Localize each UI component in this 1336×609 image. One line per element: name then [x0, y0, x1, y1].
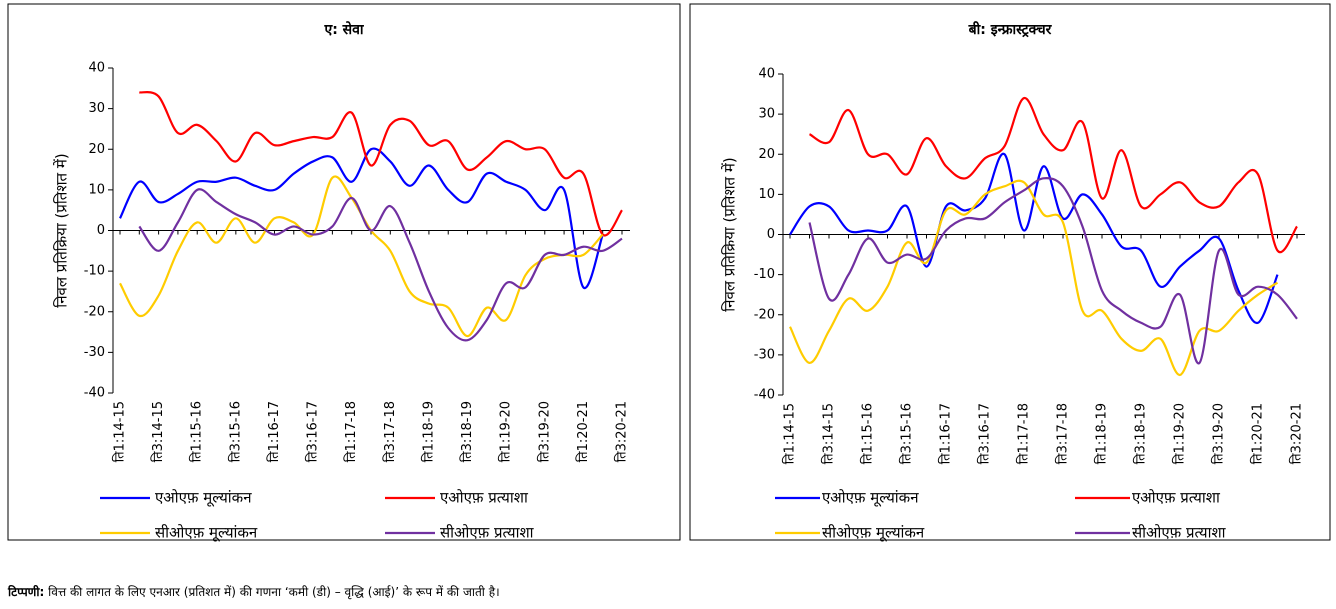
x-tick-label: ति1:15-16 [189, 401, 205, 462]
x-tick-label: ति3:20-21 [1289, 403, 1305, 464]
legend-label: सीओएफ़ मूल्यांकन [822, 524, 925, 543]
y-tick-label: 40 [758, 67, 775, 82]
x-tick-label: ति1:17-18 [1016, 403, 1032, 464]
note: टिप्पणी: वित्त की लागत के लिए एनआर (प्रत… [7, 585, 500, 600]
y-tick-label: 40 [88, 61, 105, 76]
legend-label: सीओएफ़ प्रत्याशा [1132, 524, 1227, 542]
x-tick-label: ति3:16-17 [305, 401, 321, 462]
y-tick-label: 30 [88, 101, 105, 116]
x-tick-label: ति1:14-15 [782, 403, 798, 464]
y-tick-label: 20 [88, 142, 105, 157]
y-tick-label: 0 [97, 223, 105, 238]
x-tick-label: ति3:14-15 [821, 403, 837, 464]
panel-frame [7, 3, 681, 541]
panel-frame [689, 3, 1331, 541]
x-tick-label: ति3:18-19 [1133, 403, 1149, 464]
legend-label: सीओएफ़ प्रत्याशा [440, 524, 535, 542]
y-axis-label: निवल प्रतिक्रिया (प्रतिशत में) [53, 153, 71, 307]
series-line [789, 179, 1279, 377]
x-tick-label: ति1:18-19 [1094, 403, 1110, 464]
x-tick-label: ति3:15-16 [227, 401, 243, 462]
x-tick-label: ति3:19-20 [1211, 403, 1227, 464]
legend-label: एओएफ़ मूल्यांकन [822, 489, 919, 508]
x-tick-label: ति1:16-17 [266, 401, 282, 462]
y-tick-label: -40 [754, 388, 775, 403]
y-tick-label: -10 [84, 264, 105, 279]
legend-label: सीओएफ़ मूल्यांकन [155, 524, 258, 543]
x-tick-label: ति3:17-18 [382, 401, 398, 462]
y-axis-label: निवल प्रतिक्रिया (प्रतिशत में) [721, 157, 739, 311]
x-tick-label: ति1:14-15 [112, 401, 128, 462]
y-tick-label: -30 [84, 345, 105, 360]
series-line [119, 175, 604, 338]
x-tick-label: ति1:19-20 [498, 401, 514, 462]
x-tick-label: ति3:16-17 [977, 403, 993, 464]
legend-label: एओएफ़ प्रत्याशा [440, 489, 529, 507]
y-tick-label: 10 [758, 187, 775, 202]
x-tick-label: ति1:15-16 [860, 403, 876, 464]
series-line [808, 97, 1298, 254]
x-tick-label: ति1:18-19 [420, 401, 436, 462]
y-tick-label: 30 [758, 107, 775, 122]
series-line [789, 153, 1279, 324]
y-tick-label: 20 [758, 147, 775, 162]
chart-title: बी: इन्फ्रास्ट्रक्चर [968, 21, 1053, 38]
x-tick-label: ति1:17-18 [343, 401, 359, 462]
y-tick-label: 0 [767, 227, 775, 242]
x-tick-label: ति3:19-20 [536, 401, 552, 462]
legend-label: एओएफ़ प्रत्याशा [1132, 489, 1221, 507]
y-tick-label: 10 [88, 182, 105, 197]
x-tick-label: ति3:14-15 [150, 401, 166, 462]
x-tick-label: ति1:19-20 [1172, 403, 1188, 464]
series-line [119, 147, 604, 289]
x-tick-label: ति3:20-21 [614, 401, 630, 462]
x-tick-label: ति1:16-17 [938, 403, 954, 464]
x-tick-label: ति1:20-21 [1250, 403, 1266, 464]
y-tick-label: -20 [754, 307, 775, 322]
x-tick-label: ति3:18-19 [459, 401, 475, 462]
chart-title: ए: सेवा [323, 21, 364, 38]
x-tick-label: ति3:15-16 [899, 403, 915, 464]
x-tick-label: ति3:17-18 [1055, 403, 1071, 464]
note-text: वित्त की लागत के लिए एनआर (प्रतिशत में) … [44, 585, 499, 600]
y-tick-label: -10 [754, 267, 775, 282]
y-tick-label: -40 [84, 386, 105, 401]
y-tick-label: -20 [84, 304, 105, 319]
legend-label: एओएफ़ मूल्यांकन [155, 489, 252, 508]
x-tick-label: ति1:20-21 [575, 401, 591, 462]
y-tick-label: -30 [754, 347, 775, 362]
series-line [808, 177, 1298, 365]
note-label: टिप्पणी: [7, 585, 44, 599]
series-line [138, 188, 623, 342]
series-line [139, 91, 623, 237]
